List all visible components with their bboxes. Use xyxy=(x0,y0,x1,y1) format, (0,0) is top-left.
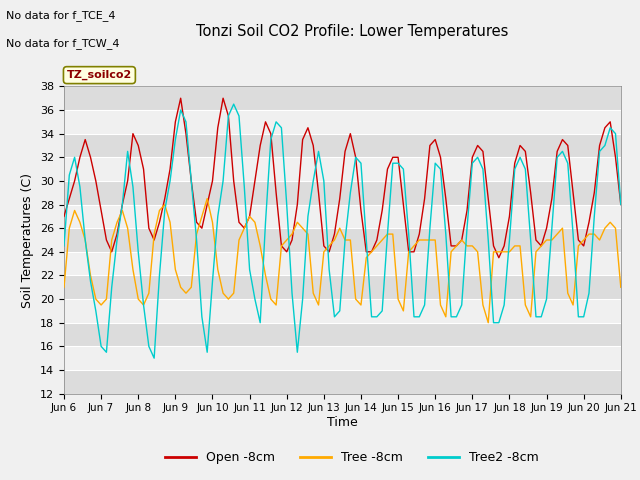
Text: TZ_soilco2: TZ_soilco2 xyxy=(67,70,132,80)
Bar xyxy=(64,204,621,228)
Bar xyxy=(64,110,621,133)
Legend: Open -8cm, Tree -8cm, Tree2 -8cm: Open -8cm, Tree -8cm, Tree2 -8cm xyxy=(160,446,544,469)
Bar xyxy=(64,133,621,157)
Bar xyxy=(64,181,621,204)
Bar xyxy=(64,370,621,394)
Bar xyxy=(64,347,621,370)
Text: No data for f_TCW_4: No data for f_TCW_4 xyxy=(6,38,120,49)
X-axis label: Time: Time xyxy=(327,416,358,429)
Bar xyxy=(64,228,621,252)
Bar xyxy=(64,86,621,110)
Bar xyxy=(64,157,621,181)
Y-axis label: Soil Temperatures (C): Soil Temperatures (C) xyxy=(22,172,35,308)
Bar xyxy=(64,276,621,299)
Bar xyxy=(64,323,621,347)
Text: Tonzi Soil CO2 Profile: Lower Temperatures: Tonzi Soil CO2 Profile: Lower Temperatur… xyxy=(196,24,508,39)
Text: No data for f_TCE_4: No data for f_TCE_4 xyxy=(6,10,116,21)
Bar xyxy=(64,252,621,276)
Bar xyxy=(64,299,621,323)
